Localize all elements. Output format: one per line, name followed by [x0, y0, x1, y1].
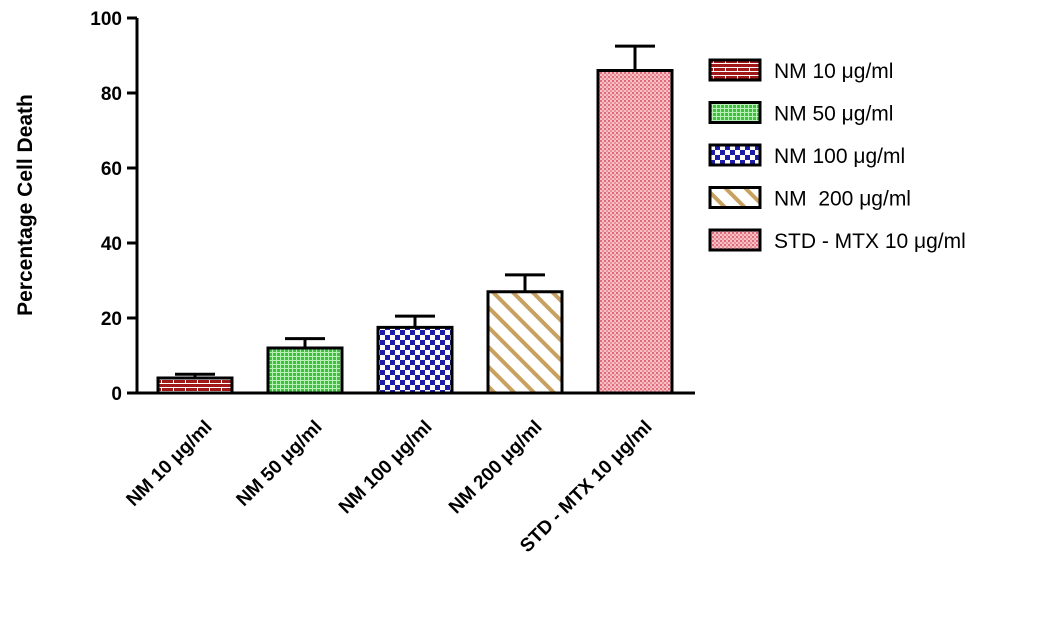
legend-swatch	[708, 101, 762, 124]
legend-swatch	[708, 186, 762, 209]
y-tick-label: 100	[90, 9, 122, 30]
y-tick-label: 60	[101, 159, 122, 180]
x-tick-label: NM 50 μg/ml	[233, 417, 327, 511]
x-tick-label: NM 200 μg/ml	[445, 417, 546, 518]
legend-swatch	[708, 58, 762, 82]
bar	[486, 290, 564, 395]
legend-label: NM 50 μg/ml	[774, 103, 893, 126]
y-tick-label: 40	[101, 234, 122, 255]
bar	[596, 69, 674, 395]
x-tick-label: NM 100 μg/ml	[335, 417, 436, 518]
legend-swatch	[708, 228, 762, 252]
legend-label: NM 100 μg/ml	[774, 145, 905, 168]
bar	[156, 376, 234, 395]
legend-swatch	[708, 143, 762, 167]
legend-label: NM 10 μg/ml	[774, 60, 893, 83]
legend-label: NM 200 μg/ml	[774, 188, 911, 211]
bar	[376, 325, 454, 395]
y-tick-label: 20	[101, 309, 122, 330]
legend: NM 10 μg/ml NM 50 μg/ml NM 100 μg/ml NM 200…	[708, 58, 966, 253]
x-tick-label: NM 10 μg/ml	[123, 417, 217, 511]
y-tick-label: 0	[111, 384, 122, 405]
bar	[266, 346, 344, 395]
plot-area: 0 20 40 60 80 100 NM 10 μg/ml NM 50 μg/ml NM 100…	[90, 9, 695, 557]
y-axis-title: Percentage Cell Death	[14, 94, 37, 316]
legend-label: STD - MTX 10 μg/ml	[774, 230, 966, 253]
y-tick-label: 80	[101, 84, 122, 105]
